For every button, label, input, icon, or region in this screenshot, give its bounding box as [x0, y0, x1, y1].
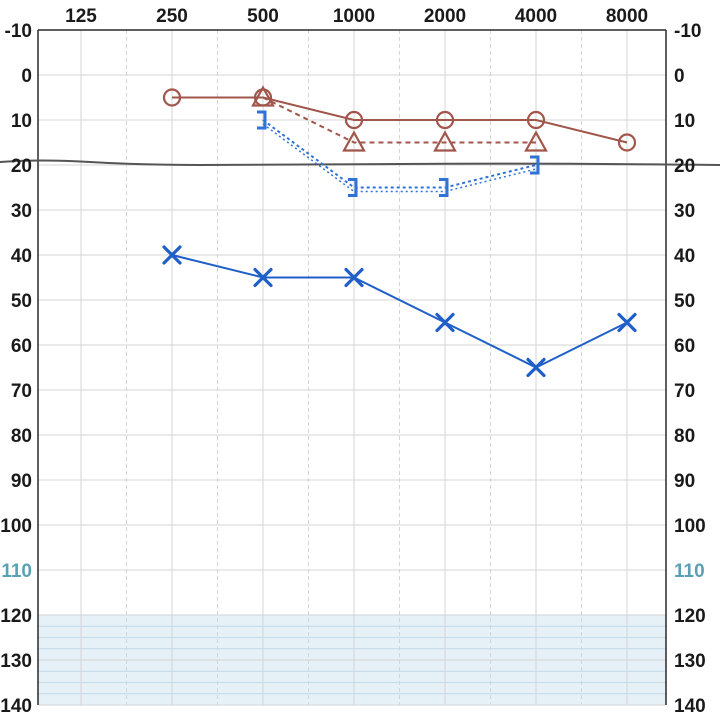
- left-air-marker: [617, 312, 637, 333]
- y-tick-label-right: 140: [674, 696, 706, 717]
- y-tick-label-left: 140: [0, 696, 32, 717]
- right-air-marker: [617, 133, 637, 152]
- y-tick-label-right: 30: [674, 201, 695, 222]
- y-tick-label-right: 20: [674, 156, 695, 177]
- y-tick-label-right: -10: [674, 21, 701, 42]
- left-bone-line-shadow: [262, 123, 537, 193]
- left-air-marker: [162, 245, 182, 265]
- y-tick-label-left: 80: [11, 426, 32, 447]
- y-tick-label-right: 10: [674, 111, 695, 132]
- y-tick-label-left: 110: [1, 561, 32, 582]
- right-bone-marker: [251, 85, 275, 107]
- y-tick-label-right: 50: [674, 291, 695, 312]
- x-tick-label: 8000: [606, 6, 648, 27]
- x-tick-label: 125: [65, 6, 97, 27]
- y-tick-label-left: 100: [0, 516, 32, 537]
- left-air-marker: [253, 267, 273, 288]
- y-tick-label-left: 130: [0, 651, 32, 672]
- y-tick-label-right: 60: [674, 336, 695, 357]
- left-bone-line: [262, 119, 537, 189]
- x-tick-label: 1000: [333, 6, 375, 27]
- x-tick-label: 2000: [424, 6, 466, 27]
- y-tick-label-right: 90: [674, 471, 695, 492]
- left-air-line: [171, 254, 628, 369]
- right-air-line: [172, 96, 628, 144]
- y-tick-label-right: 40: [674, 246, 695, 267]
- y-tick-label-left: 60: [11, 336, 32, 357]
- x-tick-label: 250: [156, 6, 188, 27]
- left-bone-marker: [530, 155, 540, 175]
- y-tick-label-left: 90: [11, 471, 32, 492]
- y-tick-label-right: 100: [674, 516, 706, 537]
- left-air-marker: [435, 312, 455, 333]
- y-tick-label-right: 70: [674, 381, 695, 402]
- y-tick-label-right: 110: [674, 561, 705, 582]
- left-bone-marker: [257, 110, 267, 130]
- y-tick-label-left: 70: [11, 381, 32, 402]
- right-bone-marker: [433, 130, 457, 152]
- y-tick-label-left: 10: [11, 111, 32, 132]
- y-tick-label-right: 120: [674, 606, 706, 627]
- y-tick-label-left: 0: [21, 66, 32, 87]
- y-tick-label-left: 50: [11, 291, 32, 312]
- right-air-marker: [435, 110, 455, 130]
- right-air-marker: [162, 88, 182, 107]
- y-tick-label-left: 30: [11, 201, 32, 222]
- right-bone-line: [262, 96, 536, 144]
- left-air-marker: [526, 357, 546, 378]
- right-bone-marker: [342, 130, 366, 152]
- y-tick-label-right: 130: [674, 651, 706, 672]
- x-tick-label: 4000: [515, 6, 557, 27]
- y-tick-label-left: 120: [0, 606, 32, 627]
- right-air-marker: [526, 110, 546, 130]
- normal-hearing-reference-line: [0, 159, 720, 167]
- y-tick-label-left: -10: [5, 21, 32, 42]
- right-bone-marker: [524, 130, 548, 152]
- y-tick-label-right: 0: [674, 66, 685, 87]
- x-tick-label: 500: [247, 6, 279, 27]
- y-tick-label-right: 80: [674, 426, 695, 447]
- left-bone-marker: [439, 178, 449, 197]
- y-tick-label-left: 40: [11, 246, 32, 267]
- left-bone-marker: [348, 178, 358, 197]
- y-tick-label-left: 20: [11, 156, 32, 177]
- right-air-marker: [344, 110, 364, 130]
- left-air-marker: [344, 267, 364, 288]
